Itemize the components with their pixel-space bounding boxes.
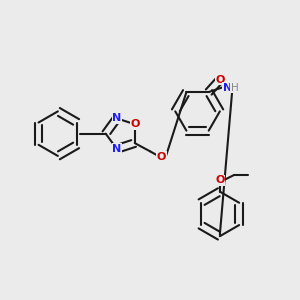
Text: O: O [215,175,224,185]
Text: H: H [231,82,239,93]
Text: N: N [112,144,122,154]
Text: N: N [112,113,122,123]
Text: O: O [215,75,225,85]
Text: N: N [223,82,232,93]
Text: O: O [130,119,140,129]
Text: O: O [157,152,166,162]
